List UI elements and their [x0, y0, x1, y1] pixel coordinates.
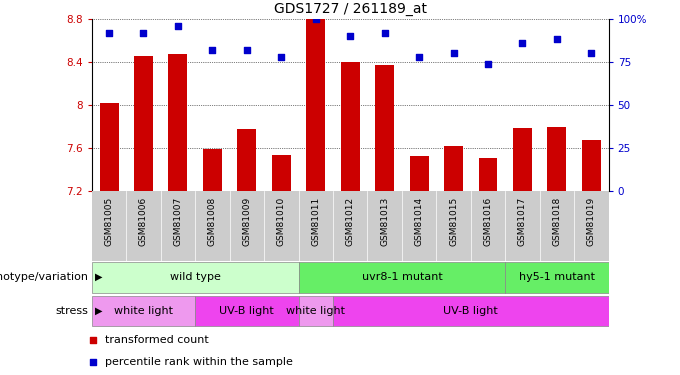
Point — [551, 36, 562, 42]
Bar — [444, 146, 463, 191]
Text: white light: white light — [114, 306, 173, 316]
Text: white light: white light — [286, 306, 345, 316]
Point — [483, 61, 494, 67]
Point — [88, 337, 99, 343]
Bar — [169, 54, 188, 191]
Bar — [513, 128, 532, 191]
Bar — [92, 296, 195, 326]
Text: GSM81010: GSM81010 — [277, 197, 286, 246]
Text: GSM81019: GSM81019 — [587, 197, 596, 246]
Point — [88, 359, 99, 365]
Text: ▶: ▶ — [95, 306, 103, 316]
Bar — [92, 262, 299, 292]
Text: GSM81005: GSM81005 — [105, 197, 114, 246]
Point — [517, 40, 528, 46]
Text: GSM81017: GSM81017 — [518, 197, 527, 246]
Bar — [299, 262, 505, 292]
Bar — [479, 158, 498, 191]
Text: stress: stress — [56, 306, 88, 316]
Point — [310, 16, 321, 22]
Text: wild type: wild type — [170, 272, 220, 282]
Bar — [505, 262, 609, 292]
Bar — [237, 129, 256, 191]
Bar — [306, 19, 325, 191]
Text: GSM81016: GSM81016 — [483, 197, 492, 246]
Text: GSM81008: GSM81008 — [208, 197, 217, 246]
Text: GSM81011: GSM81011 — [311, 197, 320, 246]
Text: GSM81015: GSM81015 — [449, 197, 458, 246]
Text: GSM81007: GSM81007 — [173, 197, 182, 246]
Point — [276, 54, 287, 60]
Text: UV-B light: UV-B light — [220, 306, 274, 316]
Bar — [195, 296, 299, 326]
Text: GSM81009: GSM81009 — [242, 197, 252, 246]
Point — [586, 50, 597, 56]
Bar — [299, 296, 333, 326]
Bar — [333, 296, 609, 326]
Bar — [409, 156, 428, 191]
Point — [103, 30, 114, 36]
Text: genotype/variation: genotype/variation — [0, 272, 88, 282]
Bar — [341, 62, 360, 191]
Bar — [582, 140, 601, 191]
Text: GSM81013: GSM81013 — [380, 197, 389, 246]
Bar — [99, 103, 118, 191]
Bar — [375, 65, 394, 191]
Point — [448, 50, 459, 56]
Title: GDS1727 / 261189_at: GDS1727 / 261189_at — [273, 2, 427, 16]
Point — [241, 47, 252, 53]
Text: GSM81014: GSM81014 — [415, 197, 424, 246]
Bar — [203, 149, 222, 191]
Point — [138, 30, 149, 36]
Text: percentile rank within the sample: percentile rank within the sample — [105, 357, 293, 367]
Text: uvr8-1 mutant: uvr8-1 mutant — [362, 272, 442, 282]
Text: GSM81018: GSM81018 — [552, 197, 562, 246]
Text: ▶: ▶ — [95, 272, 103, 282]
Bar — [272, 154, 291, 191]
Point — [413, 54, 424, 60]
Point — [345, 33, 356, 39]
Point — [173, 22, 184, 28]
Text: UV-B light: UV-B light — [443, 306, 498, 316]
Text: GSM81006: GSM81006 — [139, 197, 148, 246]
Bar — [134, 57, 153, 191]
Point — [207, 47, 218, 53]
Point — [379, 30, 390, 36]
Bar — [547, 127, 566, 191]
Text: transformed count: transformed count — [105, 335, 209, 345]
Text: GSM81012: GSM81012 — [345, 197, 355, 246]
Text: hy5-1 mutant: hy5-1 mutant — [519, 272, 595, 282]
